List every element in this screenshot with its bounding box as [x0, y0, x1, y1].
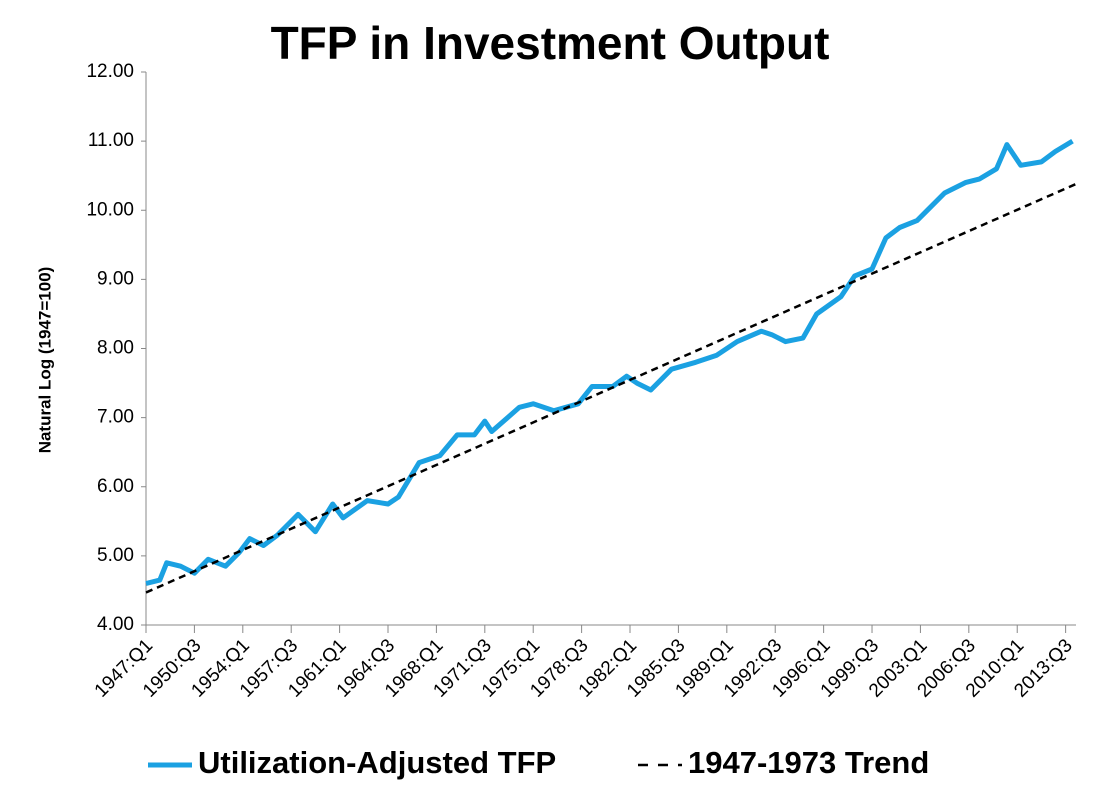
- y-tick-label: 5.00: [97, 545, 134, 566]
- y-tick-label: 6.00: [97, 476, 134, 497]
- y-tick-label: 7.00: [97, 407, 134, 428]
- y-tick-label: 10.00: [86, 199, 134, 220]
- legend-label: 1947-1973 Trend: [688, 745, 929, 780]
- series-line: [145, 182, 1077, 594]
- series-line: [145, 138, 1074, 586]
- y-tick-label: 4.00: [97, 614, 134, 635]
- y-axis-label: Natural Log (1947=100): [35, 267, 54, 454]
- y-tick-label: 9.00: [97, 268, 134, 289]
- chart-title: TFP in Investment Output: [271, 17, 830, 69]
- y-tick-label: 8.00: [97, 338, 134, 359]
- y-tick-label: 12.00: [86, 61, 134, 82]
- legend-label: Utilization-Adjusted TFP: [198, 745, 556, 780]
- y-tick-label: 11.00: [88, 130, 134, 151]
